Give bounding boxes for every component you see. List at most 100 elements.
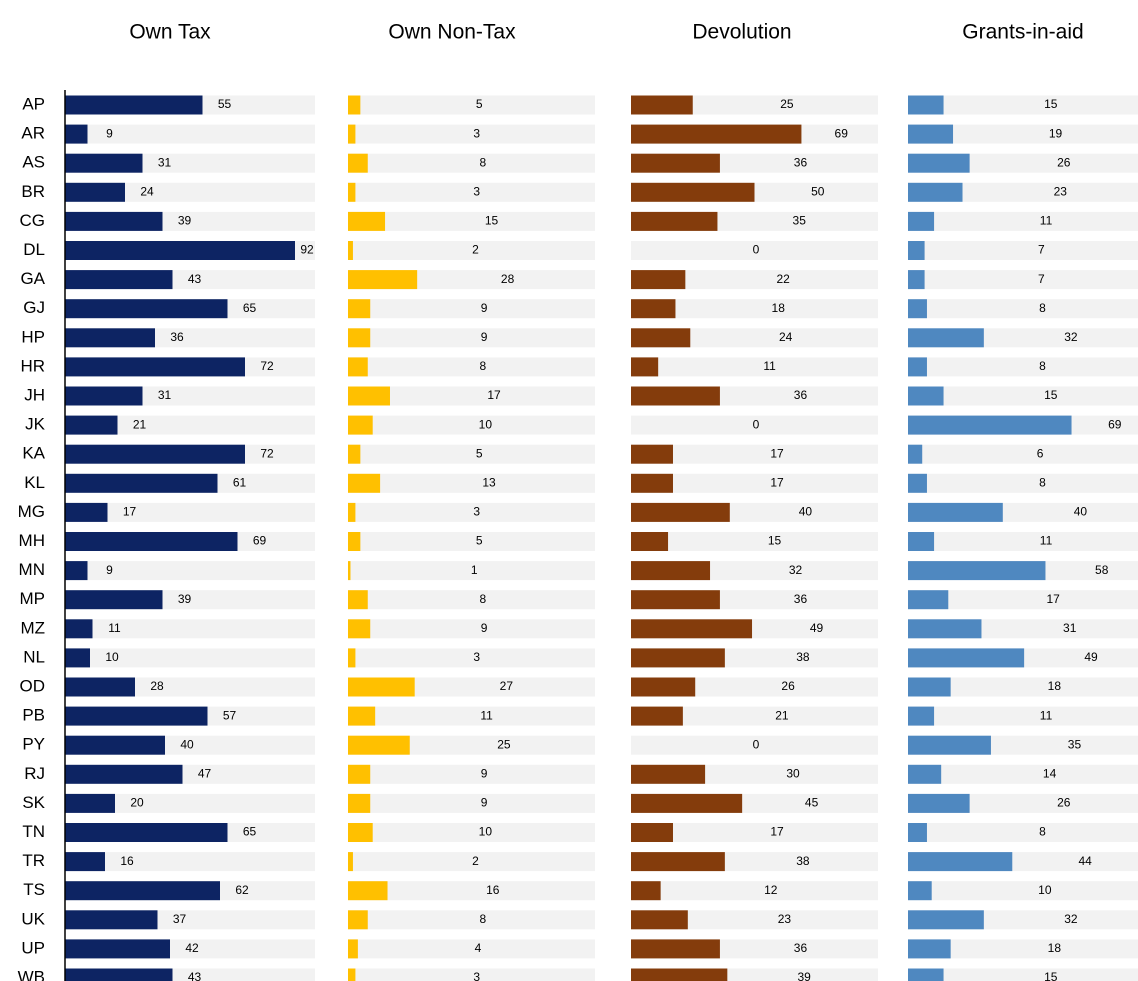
bar — [65, 270, 173, 290]
bar — [65, 328, 155, 348]
bar — [631, 532, 669, 551]
value-label: 0 — [753, 243, 760, 257]
value-label: 15 — [1044, 970, 1058, 981]
bar — [348, 473, 381, 493]
row-band — [908, 444, 1138, 464]
value-label: 32 — [1064, 330, 1078, 344]
bar — [631, 211, 718, 231]
row-band — [908, 241, 1138, 260]
bar — [631, 648, 725, 668]
row-band — [348, 823, 595, 842]
row-band — [348, 415, 595, 435]
value-label: 3 — [473, 650, 480, 664]
bar — [908, 881, 932, 901]
row-band — [908, 764, 1138, 784]
category-label: WB — [18, 967, 45, 981]
row-band — [631, 910, 878, 930]
value-label: 72 — [260, 446, 274, 460]
bar — [65, 968, 173, 981]
bar — [348, 793, 371, 813]
bar — [348, 357, 368, 377]
row-band — [65, 182, 315, 202]
bar — [65, 590, 163, 610]
bar — [908, 270, 925, 290]
bar — [348, 939, 358, 959]
value-label: 16 — [120, 854, 134, 868]
bar — [348, 852, 353, 872]
bar — [65, 619, 93, 639]
category-label: MG — [18, 502, 45, 521]
bar — [65, 939, 170, 959]
value-label: 24 — [140, 184, 154, 198]
category-label: UP — [21, 938, 45, 957]
bar — [908, 823, 927, 842]
category-label: MP — [20, 589, 46, 608]
category-label: AP — [22, 94, 45, 113]
bar — [348, 124, 356, 144]
bar — [631, 823, 673, 842]
value-label: 19 — [1049, 126, 1063, 140]
row-band — [631, 415, 878, 435]
bar — [631, 852, 725, 872]
row-band — [65, 502, 315, 522]
row-band — [348, 153, 595, 173]
bar — [348, 270, 418, 290]
value-label: 25 — [497, 737, 511, 751]
value-label: 40 — [180, 737, 194, 751]
bar — [348, 881, 388, 901]
row-band — [631, 881, 878, 901]
value-label: 27 — [500, 679, 514, 693]
value-label: 11 — [1040, 214, 1053, 228]
bar — [348, 299, 371, 319]
row-band — [348, 793, 595, 813]
value-label: 8 — [480, 359, 487, 373]
row-band — [348, 706, 595, 726]
row-band — [65, 648, 315, 668]
value-label: 40 — [799, 505, 813, 519]
value-label: 37 — [173, 912, 187, 926]
bar — [908, 241, 925, 260]
bar — [908, 561, 1046, 581]
value-label: 8 — [480, 155, 487, 169]
bar — [631, 270, 686, 290]
value-label: 11 — [480, 708, 493, 722]
value-label: 3 — [473, 505, 480, 519]
row-band — [631, 270, 878, 290]
bar — [65, 852, 105, 872]
value-label: 11 — [1040, 534, 1053, 548]
value-label: 31 — [158, 155, 172, 169]
bar — [65, 648, 90, 668]
value-label: 58 — [1095, 563, 1109, 577]
value-label: 5 — [476, 446, 483, 460]
bar — [65, 561, 88, 581]
row-band — [908, 211, 1138, 231]
bar — [908, 124, 954, 144]
value-label: 8 — [480, 912, 487, 926]
category-label: NL — [23, 647, 45, 666]
bar — [631, 328, 691, 348]
bar — [908, 648, 1025, 668]
value-label: 26 — [1057, 796, 1071, 810]
value-label: 12 — [764, 883, 778, 897]
value-label: 44 — [1078, 854, 1092, 868]
bar — [65, 910, 158, 930]
bar — [348, 241, 353, 260]
value-label: 22 — [776, 272, 790, 286]
bar — [631, 95, 693, 115]
bar — [65, 532, 238, 551]
bar — [348, 211, 386, 231]
bar — [908, 386, 944, 406]
row-band — [348, 852, 595, 872]
value-label: 15 — [1044, 97, 1058, 111]
bar — [348, 561, 351, 581]
row-band — [631, 735, 878, 755]
value-label: 0 — [753, 417, 760, 431]
row-band — [348, 299, 595, 319]
bar — [348, 968, 356, 981]
row-band — [908, 939, 1138, 959]
value-label: 39 — [178, 592, 192, 606]
value-label: 49 — [810, 621, 824, 635]
row-band — [908, 677, 1138, 697]
value-label: 47 — [198, 766, 212, 780]
bar — [631, 502, 730, 522]
